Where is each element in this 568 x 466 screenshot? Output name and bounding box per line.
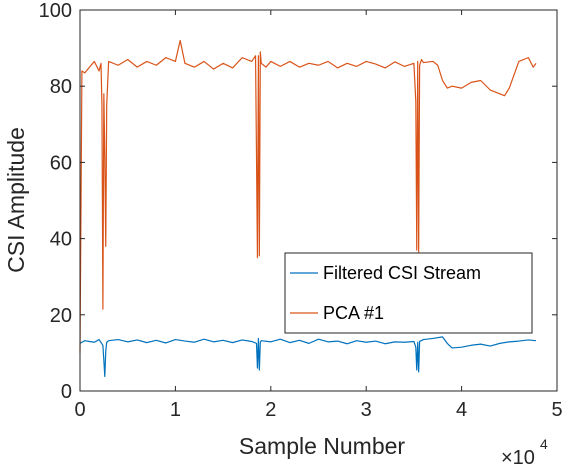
legend-box xyxy=(284,252,533,334)
y-tick-label-40: 40 xyxy=(50,229,72,251)
x-tick-label-3: 3 xyxy=(361,399,372,421)
x-tick-label-2: 2 xyxy=(265,399,276,421)
x-tick-label-4: 4 xyxy=(456,399,467,421)
x-multiplier-exponent: 4 xyxy=(540,436,548,452)
x-tick-label-5: 5 xyxy=(551,399,562,421)
y-tick-label-20: 20 xyxy=(50,305,72,327)
y-tick-label-0: 0 xyxy=(61,381,72,403)
x-tick-label-0: 0 xyxy=(74,399,85,421)
series-line-pca-1 xyxy=(79,39,537,353)
axis-layer: 0 1 2 3 4 5 0 20 40 60 80 100 xyxy=(39,0,563,421)
plot-background xyxy=(80,10,557,391)
legend-label-filtered-csi: Filtered CSI Stream xyxy=(323,263,481,283)
legend: Filtered CSI Stream PCA #1 xyxy=(284,252,533,334)
series-layer xyxy=(79,39,537,378)
series-line-filtered-csi-stream xyxy=(79,336,537,378)
x-axis-label: Sample Number xyxy=(239,433,406,459)
y-tick-label-80: 80 xyxy=(50,76,72,98)
x-multiplier: ×10 xyxy=(501,447,535,466)
y-tick-label-100: 100 xyxy=(39,0,72,22)
y-tick-label-60: 60 xyxy=(50,152,72,174)
x-tick-label-1: 1 xyxy=(170,399,181,421)
legend-label-pca1: PCA #1 xyxy=(323,303,384,323)
plot-frame xyxy=(79,9,558,392)
y-axis-label: CSI Amplitude xyxy=(3,127,29,273)
